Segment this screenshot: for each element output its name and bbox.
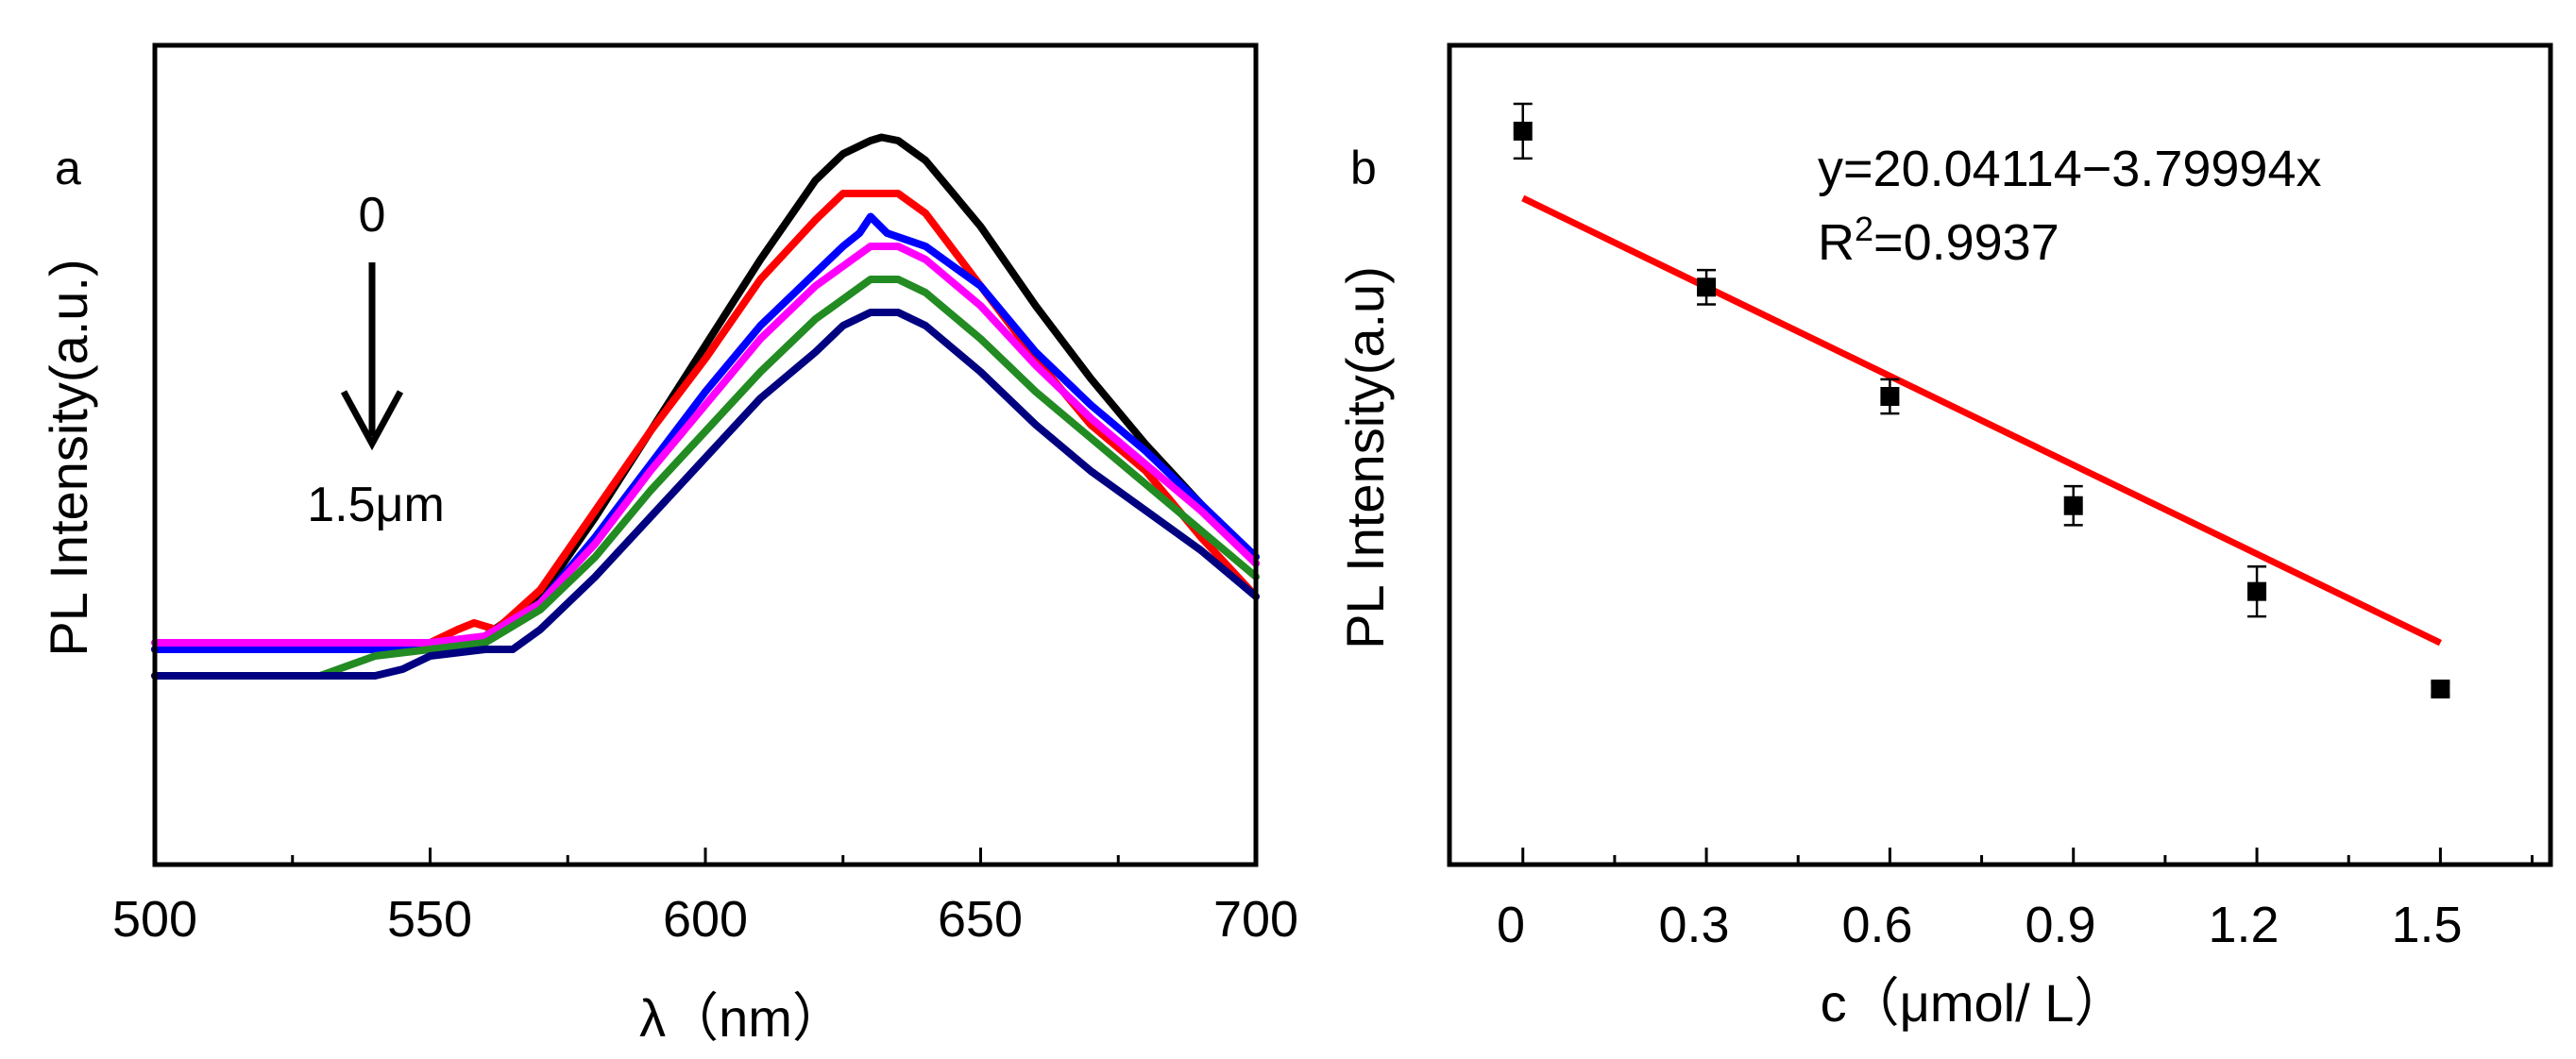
data-point: [2431, 680, 2450, 698]
spectrum-line-5: [151, 309, 1260, 680]
panel-a-label: a: [55, 142, 81, 194]
fit-equation: y=20.04114−3.79994x: [1818, 141, 2322, 197]
panel-a-tick-label: 600: [663, 891, 748, 948]
panel-a-tick-label: 650: [938, 891, 1023, 948]
panel-b-tick-label: 0.6: [1841, 897, 1912, 953]
spectrum-line-4: [151, 276, 1260, 680]
panel-b-y-axis-label: PL Intensity(a.u): [1335, 266, 1395, 649]
panel-a-x-axis-label: λ（nm）: [639, 988, 845, 1048]
panel-b-fit-line: [1521, 194, 2442, 647]
r-squared: R2=0.9937: [1818, 210, 2059, 271]
data-point: [2247, 581, 2267, 601]
panel-b-tick-label: 1.5: [2391, 897, 2462, 953]
panel-b-x-ticks: [1521, 848, 2534, 865]
data-point: [1880, 387, 1900, 406]
linear-fit-line: [1521, 194, 2442, 647]
panel-a-series: [151, 133, 1260, 680]
panel-b-tick-label: 0.9: [2025, 897, 2095, 953]
panel-b: b 0 0.3 0.6 0.9 1.2 1.5 c（μmol/ L） PL In…: [1335, 42, 2553, 1033]
annotation-end-label: 1.5μm: [307, 478, 445, 532]
panel-b-frame: [1447, 42, 2553, 867]
panel-a-y-axis-label: PL Intensity(a.u.): [39, 259, 98, 656]
panel-a-tick-label: 700: [1213, 891, 1298, 948]
panel-b-x-axis-label: c（μmol/ L）: [1821, 973, 2127, 1033]
data-point: [1513, 121, 1533, 141]
panel-a-tick-label: 550: [387, 891, 472, 948]
panel-b-tick-label: 1.2: [2208, 897, 2279, 953]
panel-b-tick-label: 0: [1497, 897, 1525, 953]
panel-a-x-ticks: [153, 848, 1258, 865]
annotation-start-label: 0: [359, 188, 386, 243]
down-arrow-icon: [340, 262, 404, 451]
panel-a-tick-label: 500: [112, 891, 197, 948]
panel-b-tick-label: 0.3: [1658, 897, 1729, 953]
data-point: [2063, 496, 2083, 515]
panel-b-points: [1513, 102, 2450, 698]
spectrum-line-3: [151, 243, 1260, 647]
panel-b-label: b: [1350, 142, 1377, 194]
data-point: [1697, 277, 1717, 297]
panel-a: a 500 550 600 650 700 λ（nm） PL Intensity…: [39, 42, 1298, 1048]
